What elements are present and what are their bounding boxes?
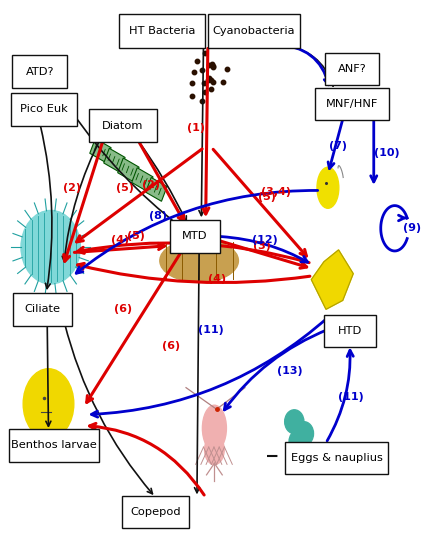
Text: ANF?: ANF? (338, 64, 366, 74)
Text: (11): (11) (198, 325, 224, 335)
FancyArrowPatch shape (98, 147, 101, 153)
Text: (10): (10) (374, 148, 400, 157)
Text: (6): (6) (113, 304, 132, 314)
FancyBboxPatch shape (325, 53, 379, 85)
Text: (13): (13) (277, 367, 303, 376)
FancyArrowPatch shape (150, 183, 153, 190)
FancyArrowPatch shape (136, 173, 138, 180)
Text: (8): (8) (149, 211, 166, 222)
FancyBboxPatch shape (170, 220, 220, 252)
FancyBboxPatch shape (12, 93, 77, 125)
Text: Copepod: Copepod (130, 507, 181, 517)
Text: (5): (5) (127, 231, 145, 242)
FancyArrowPatch shape (131, 169, 133, 175)
Text: (9): (9) (403, 223, 421, 233)
Text: (6): (6) (162, 341, 180, 351)
Text: HT Bacteria: HT Bacteria (129, 26, 195, 36)
Text: Benthos larvae: Benthos larvae (11, 440, 97, 451)
Text: MNF/HNF: MNF/HNF (326, 99, 378, 109)
Text: HTD: HTD (338, 326, 362, 336)
Polygon shape (312, 250, 353, 310)
Circle shape (289, 430, 308, 453)
Text: (11): (11) (338, 392, 364, 402)
FancyArrowPatch shape (154, 186, 157, 192)
FancyBboxPatch shape (121, 496, 189, 528)
Circle shape (21, 211, 81, 284)
Text: Diatom: Diatom (102, 121, 143, 131)
Ellipse shape (23, 369, 74, 439)
Text: (4): (4) (111, 235, 129, 245)
FancyBboxPatch shape (104, 148, 125, 172)
Text: ATD?: ATD? (25, 67, 54, 77)
FancyBboxPatch shape (285, 441, 388, 474)
FancyArrowPatch shape (94, 144, 97, 151)
Ellipse shape (205, 435, 224, 465)
Text: (4): (4) (207, 274, 226, 283)
Text: MTD: MTD (182, 231, 207, 242)
FancyBboxPatch shape (90, 138, 111, 162)
Text: (3,4): (3,4) (260, 187, 291, 197)
Circle shape (285, 410, 304, 433)
FancyBboxPatch shape (132, 168, 153, 192)
Text: (3): (3) (253, 241, 271, 251)
Ellipse shape (160, 239, 239, 282)
FancyArrowPatch shape (145, 179, 147, 185)
Text: (12): (12) (252, 235, 278, 245)
Text: (1): (1) (186, 123, 205, 134)
FancyBboxPatch shape (119, 14, 205, 48)
FancyBboxPatch shape (89, 110, 157, 142)
Text: (2): (2) (63, 183, 81, 193)
FancyBboxPatch shape (315, 88, 389, 120)
FancyArrowPatch shape (103, 149, 105, 156)
FancyBboxPatch shape (9, 430, 99, 462)
FancyArrowPatch shape (122, 163, 125, 171)
FancyArrowPatch shape (159, 188, 161, 195)
Ellipse shape (202, 405, 227, 451)
FancyBboxPatch shape (324, 315, 376, 347)
Text: (5): (5) (116, 183, 134, 193)
Text: (2): (2) (142, 180, 160, 190)
FancyArrowPatch shape (113, 156, 115, 163)
FancyBboxPatch shape (12, 55, 67, 88)
Text: Cyanobacteria: Cyanobacteria (212, 26, 295, 36)
Text: (7): (7) (329, 141, 347, 151)
FancyBboxPatch shape (118, 158, 139, 182)
Text: Eggs & nauplius: Eggs & nauplius (291, 453, 383, 463)
FancyArrowPatch shape (108, 154, 110, 161)
Text: Ciliate: Ciliate (25, 304, 61, 314)
Circle shape (294, 422, 314, 445)
Text: (5): (5) (258, 192, 276, 202)
FancyArrowPatch shape (126, 166, 129, 173)
Ellipse shape (317, 167, 339, 209)
FancyBboxPatch shape (13, 293, 72, 325)
FancyBboxPatch shape (208, 14, 299, 48)
FancyArrowPatch shape (117, 159, 119, 166)
Text: Pico Euk: Pico Euk (20, 104, 68, 115)
FancyArrowPatch shape (140, 176, 143, 182)
FancyBboxPatch shape (146, 178, 167, 201)
